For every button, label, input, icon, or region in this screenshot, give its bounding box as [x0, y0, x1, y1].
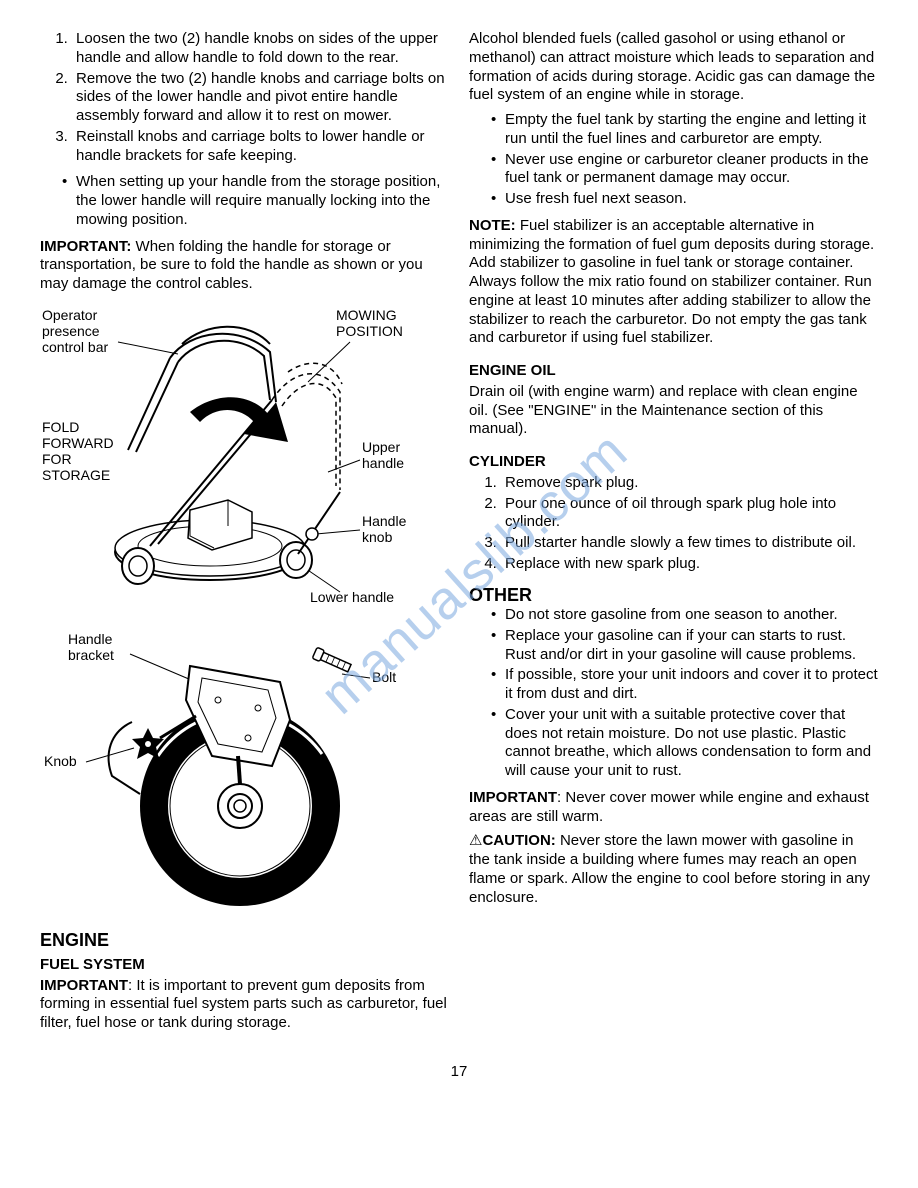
- cylinder-heading: CYLINDER: [469, 453, 878, 472]
- svg-text:handle: handle: [362, 455, 404, 471]
- list-item: Empty the fuel tank by starting the engi…: [495, 111, 878, 149]
- svg-text:POSITION: POSITION: [336, 323, 403, 339]
- note-paragraph: NOTE: Fuel stabilizer is an acceptable a…: [469, 217, 878, 348]
- important2-label: IMPORTANT: [469, 789, 557, 806]
- important2-paragraph: IMPORTANT: Never cover mower while engin…: [469, 789, 878, 827]
- svg-text:control bar: control bar: [42, 339, 108, 355]
- svg-text:knob: knob: [362, 529, 393, 545]
- label-handle-bracket: Handle: [68, 631, 113, 647]
- list-item: Pour one ounce of oil through spark plug…: [501, 495, 878, 533]
- caution-label: CAUTION:: [482, 832, 555, 849]
- engine-heading: ENGINE: [40, 929, 449, 952]
- engine-oil-heading: ENGINE OIL: [469, 362, 878, 381]
- svg-text:presence: presence: [42, 323, 100, 339]
- label-lower-handle: Lower handle: [310, 589, 394, 605]
- other-bullet-list: Do not store gasoline from one season to…: [469, 606, 878, 781]
- label-operator-presence: Operator: [42, 307, 98, 323]
- svg-text:STORAGE: STORAGE: [42, 467, 110, 483]
- list-item: Use fresh fuel next season.: [495, 190, 878, 209]
- note-label: NOTE:: [469, 217, 516, 234]
- fuel-system-heading: FUEL SYSTEM: [40, 956, 449, 975]
- svg-text:FOR: FOR: [42, 451, 72, 467]
- warning-icon: ⚠: [469, 832, 482, 849]
- handle-steps-list: Loosen the two (2) handle knobs on sides…: [40, 30, 449, 165]
- svg-text:bracket: bracket: [68, 647, 114, 663]
- list-item: When setting up your handle from the sto…: [66, 173, 449, 229]
- alcohol-paragraph: Alcohol blended fuels (called gasohol or…: [469, 30, 878, 105]
- important-paragraph: IMPORTANT: When folding the handle for s…: [40, 238, 449, 294]
- label-knob: Knob: [44, 753, 77, 769]
- list-item: Pull starter handle slowly a few times t…: [501, 534, 878, 553]
- label-handle-knob: Handle: [362, 513, 407, 529]
- list-item: If possible, store your unit indoors and…: [495, 666, 878, 704]
- fuel-bullet-list: Empty the fuel tank by starting the engi…: [469, 111, 878, 209]
- label-upper-handle: Upper: [362, 439, 400, 455]
- diagram-wheel-bracket: Handle bracket Bolt Knob: [40, 626, 449, 922]
- diagram-mower-handle: Operator presence control bar MOWING POS…: [40, 302, 449, 618]
- note-text: Fuel stabilizer is an acceptable alterna…: [469, 217, 874, 347]
- other-heading: OTHER: [469, 584, 878, 607]
- page-number: 17: [0, 1059, 918, 1098]
- right-column: Alcohol blended fuels (called gasohol or…: [469, 30, 878, 1039]
- list-item: Reinstall knobs and carriage bolts to lo…: [72, 128, 449, 166]
- list-item: Never use engine or carburetor cleaner p…: [495, 151, 878, 189]
- list-item: Remove spark plug.: [501, 474, 878, 493]
- page-content: Loosen the two (2) handle knobs on sides…: [0, 0, 918, 1059]
- engine-oil-text: Drain oil (with engine warm) and replace…: [469, 383, 878, 439]
- list-item: Loosen the two (2) handle knobs on sides…: [72, 30, 449, 68]
- list-item: Remove the two (2) handle knobs and carr…: [72, 70, 449, 126]
- list-item: Replace with new spark plug.: [501, 555, 878, 574]
- important-label: IMPORTANT:: [40, 238, 131, 255]
- handle-bullet-list: When setting up your handle from the sto…: [40, 173, 449, 229]
- list-item: Cover your unit with a suitable protecti…: [495, 706, 878, 781]
- fuel-important-paragraph: IMPORTANT: It is important to prevent gu…: [40, 977, 449, 1033]
- label-mowing-position: MOWING: [336, 307, 397, 323]
- label-bolt: Bolt: [372, 669, 396, 685]
- cylinder-steps-list: Remove spark plug. Pour one ounce of oil…: [469, 474, 878, 574]
- fuel-important-label: IMPORTANT: [40, 977, 128, 994]
- label-fold-forward: FOLD: [42, 419, 79, 435]
- caution-paragraph: ⚠CAUTION: Never store the lawn mower wit…: [469, 832, 878, 907]
- left-column: Loosen the two (2) handle knobs on sides…: [40, 30, 449, 1039]
- list-item: Do not store gasoline from one season to…: [495, 606, 878, 625]
- svg-text:FORWARD: FORWARD: [42, 435, 114, 451]
- list-item: Replace your gasoline can if your can st…: [495, 627, 878, 665]
